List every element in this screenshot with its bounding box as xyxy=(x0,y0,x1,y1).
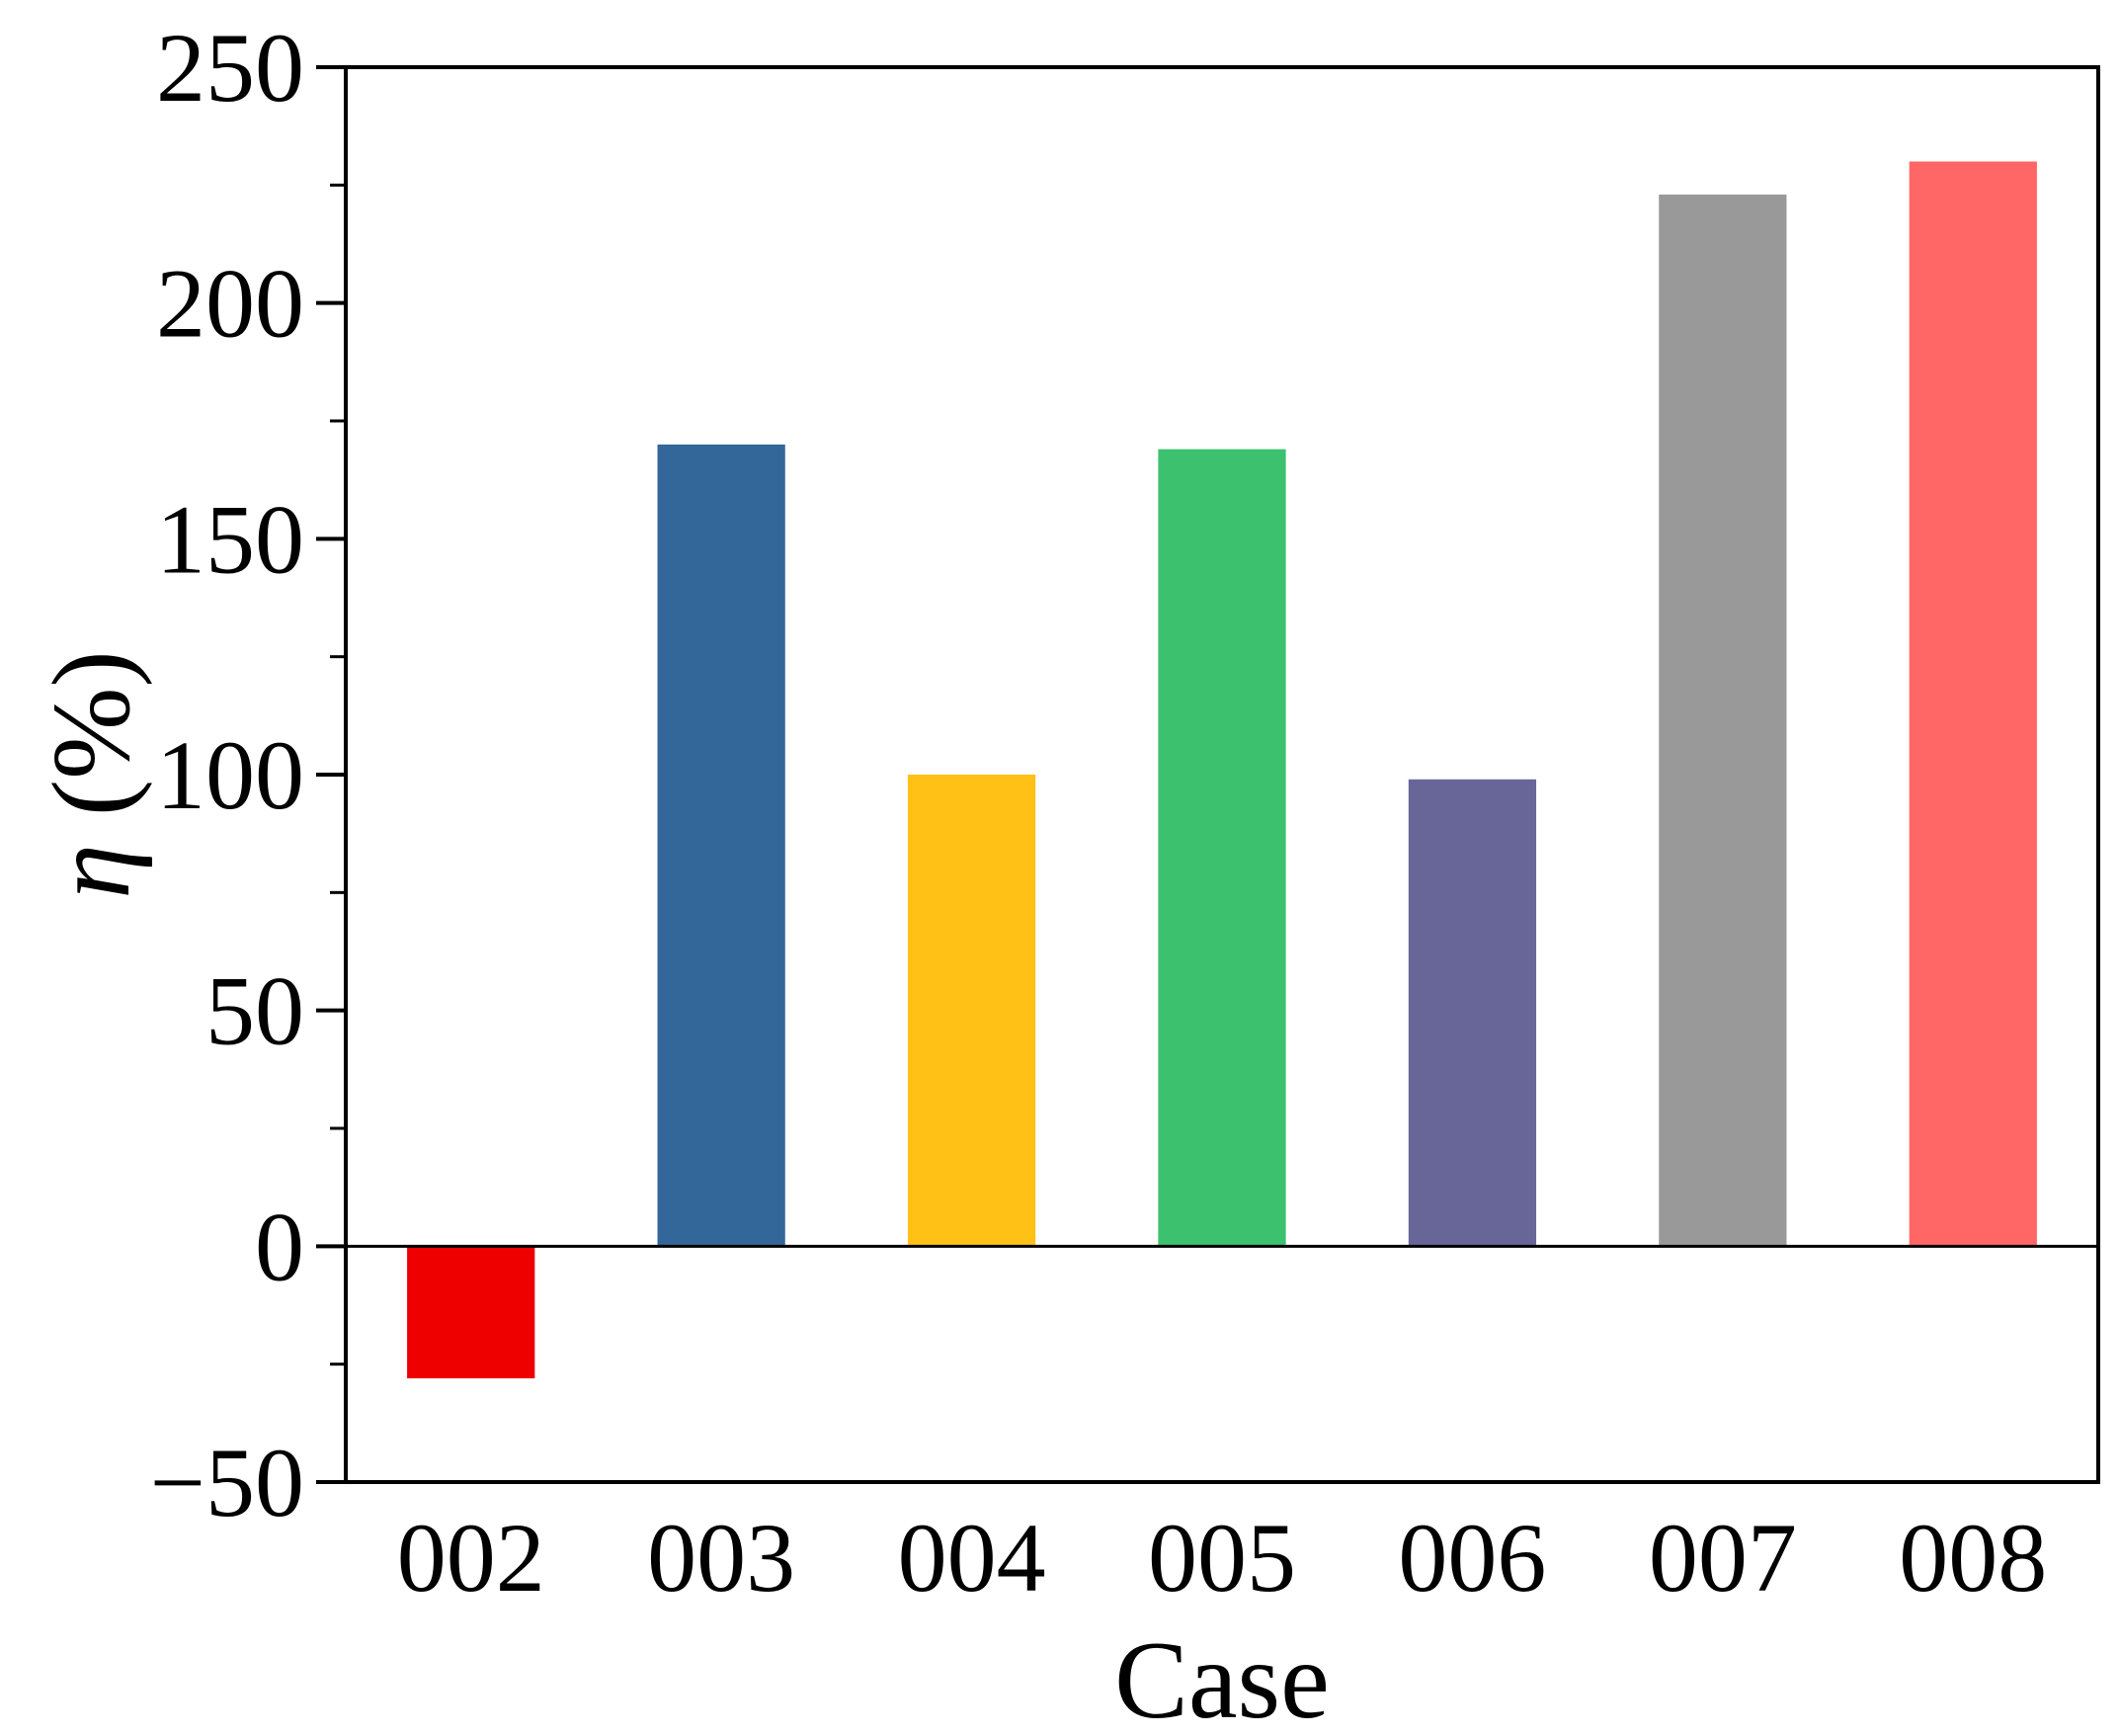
y-axis-ticks: −50 0 50 100 150 200 250 xyxy=(150,13,346,1537)
bar-006 xyxy=(1408,779,1537,1247)
x-tick-label-007: 007 xyxy=(1649,1503,1797,1612)
x-tick-label-006: 006 xyxy=(1398,1503,1546,1612)
y-tick-label: 150 xyxy=(156,484,304,594)
y-tick-label: 200 xyxy=(156,249,304,359)
bar-007 xyxy=(1659,194,1787,1247)
bar-004 xyxy=(907,775,1036,1247)
x-tick-label-002: 002 xyxy=(397,1503,545,1612)
y-tick-label: 250 xyxy=(156,13,304,123)
y-tick-label: 100 xyxy=(156,720,304,830)
x-axis-ticks: 002 003 004 005 006 007 008 xyxy=(397,1503,2048,1612)
bar-003 xyxy=(657,444,785,1247)
x-tick-label-004: 004 xyxy=(898,1503,1046,1612)
bar-005 xyxy=(1158,449,1286,1247)
y-tick-label: −50 xyxy=(150,1428,304,1537)
y-axis-title-symbol: η xyxy=(31,844,153,899)
y-tick-label: 50 xyxy=(205,956,304,1066)
x-axis-title: Case xyxy=(1114,1619,1330,1736)
x-tick-label-003: 003 xyxy=(647,1503,795,1612)
x-tick-label-005: 005 xyxy=(1148,1503,1296,1612)
x-tick-label-008: 008 xyxy=(1899,1503,2047,1612)
bar-008 xyxy=(1909,161,2037,1247)
y-axis-title-unit: (%) xyxy=(31,650,153,844)
bar-002 xyxy=(407,1246,535,1378)
y-tick-label: 0 xyxy=(255,1192,304,1301)
y-axis-title: η (%) xyxy=(31,650,153,898)
bars xyxy=(407,161,2037,1378)
